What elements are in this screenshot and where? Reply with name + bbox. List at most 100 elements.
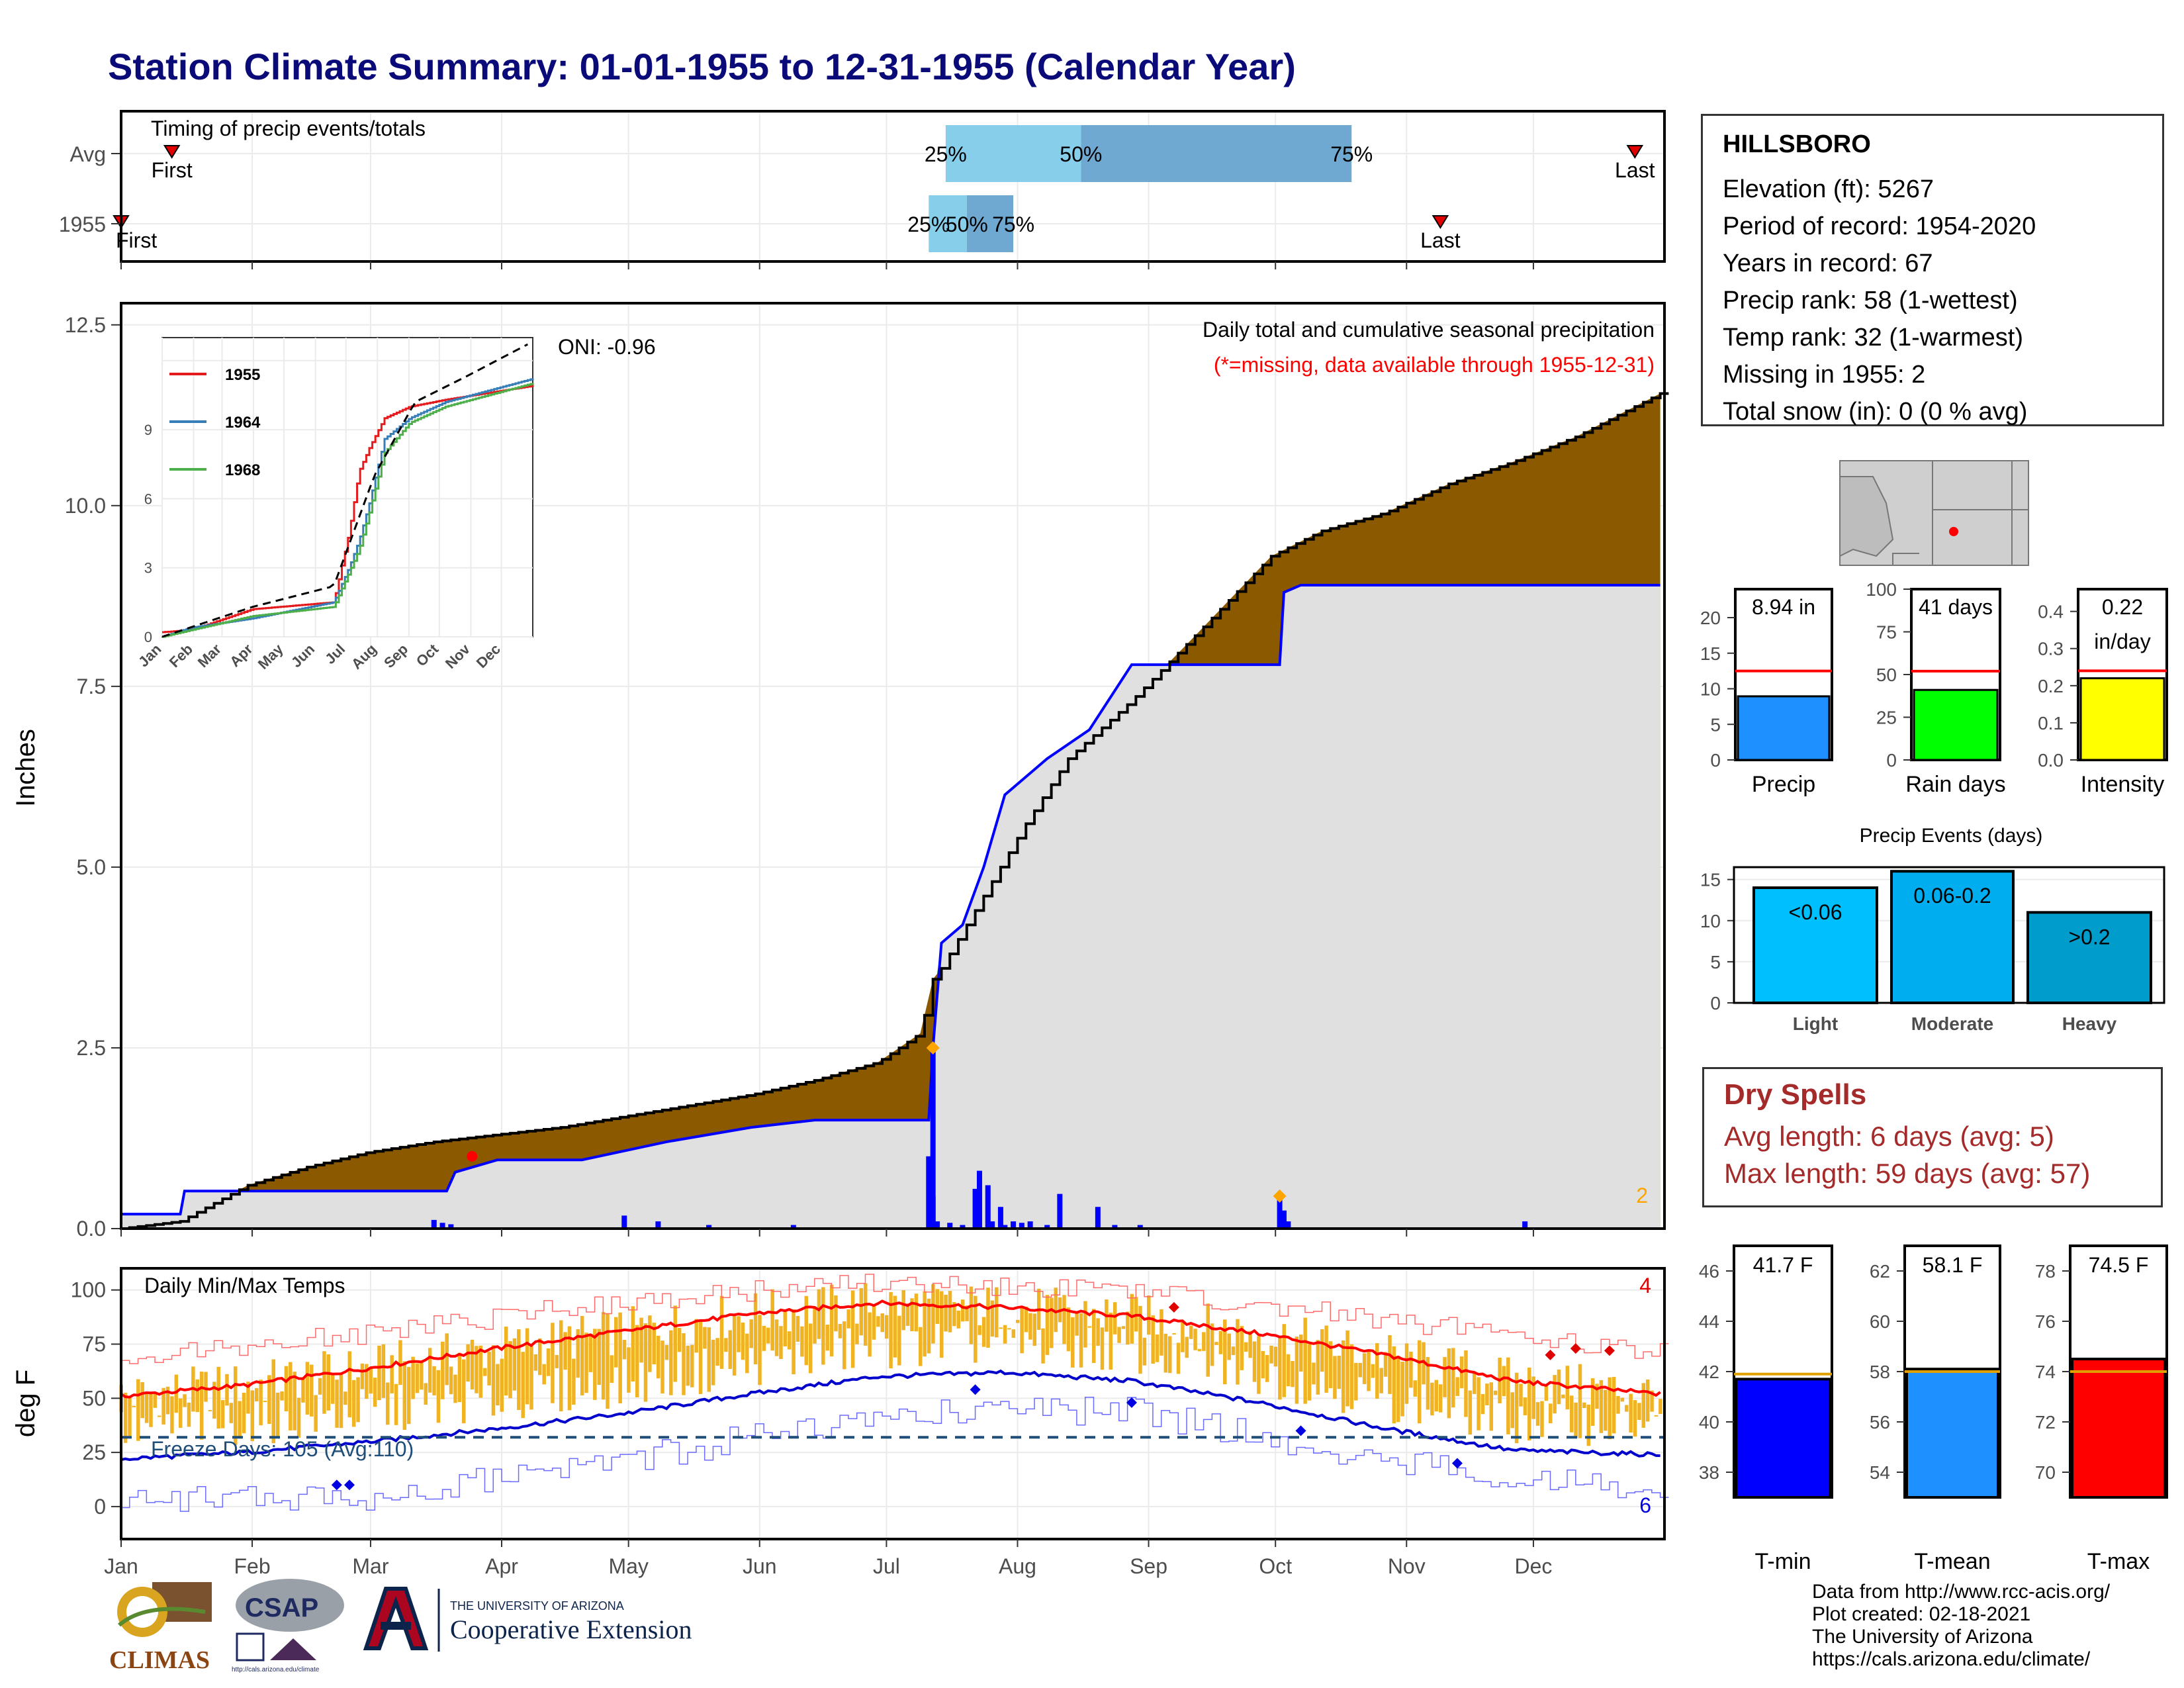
daily-precip-bar (1112, 1225, 1118, 1229)
temp-daily-bar (1629, 1393, 1633, 1433)
temp-daily-bar (960, 1299, 965, 1322)
temp-daily-bar (330, 1374, 335, 1404)
temp-daily-bar (859, 1288, 864, 1336)
month-label: Aug (999, 1554, 1036, 1578)
temp-daily-bar (1519, 1383, 1523, 1407)
temp-daily-bar (398, 1340, 402, 1385)
temp-daily-bar (927, 1298, 931, 1354)
events-ytick-label: 15 (1700, 870, 1721, 890)
summary-bar-intensity (2079, 677, 2165, 761)
events-bar (1752, 886, 1878, 1004)
temp-daily-bar (220, 1400, 225, 1429)
temp-daily-bar (517, 1329, 521, 1411)
summary-bar-label: Intensity (2081, 772, 2165, 797)
temp-bar-value-label: 58.1 F (1923, 1253, 1983, 1277)
missing-count: 2 (1636, 1184, 1648, 1207)
temp-daily-bar (296, 1397, 301, 1438)
temp-daily-bar (365, 1364, 369, 1399)
timing-first-label: First (152, 158, 193, 182)
temp-daily-bar (1138, 1305, 1142, 1374)
daily-precip-bar (1277, 1199, 1283, 1229)
summary-ytick-label: 10 (1700, 679, 1721, 700)
precip-ytick-label: 2.5 (77, 1036, 106, 1060)
temp-daily-bar (1645, 1379, 1650, 1422)
precip-frame (120, 302, 1666, 1230)
temp-daily-bar (1197, 1348, 1202, 1352)
temp-daily-bar (1050, 1297, 1054, 1348)
inset-series-line (162, 383, 534, 638)
temp-daily-bar (1227, 1333, 1231, 1360)
temp-daily-bar (441, 1341, 445, 1399)
temp-daily-bar (428, 1348, 432, 1393)
temp-daily-bar (271, 1359, 276, 1444)
temp-daily-bar (1371, 1364, 1375, 1378)
temp-daily-bar (931, 1284, 935, 1344)
record-min-marker (344, 1479, 355, 1491)
temp-daily-bar (724, 1338, 728, 1352)
temp-daily-bar (876, 1316, 880, 1327)
temp-daily-bar (1443, 1357, 1447, 1397)
precip-ytick-label: 12.5 (65, 313, 106, 337)
temp-daily-bar (1142, 1337, 1147, 1366)
temp-daily-bar (682, 1333, 686, 1395)
summary-ytick-label: 50 (1876, 665, 1897, 685)
temp-daily-bar (804, 1295, 809, 1366)
temp-daily-bar (1337, 1355, 1342, 1389)
temp-daily-bar (779, 1326, 783, 1359)
temp-bar-ytick-label: 54 (1870, 1462, 1890, 1483)
temp-daily-bar (1548, 1403, 1553, 1424)
precip-ytick-label: 10.0 (65, 494, 106, 518)
temp-daily-bar (694, 1319, 698, 1353)
temp-daily-bar (1578, 1364, 1582, 1438)
temp-daily-bar (897, 1315, 901, 1366)
temp-daily-bar (161, 1387, 165, 1425)
temp-daily-bar (1604, 1389, 1608, 1431)
temp-panel-label: Daily Min/Max Temps (144, 1274, 345, 1297)
temp-daily-bar (250, 1390, 255, 1442)
temp-daily-bar (1240, 1326, 1244, 1370)
daily-precip-bar (439, 1223, 445, 1229)
temp-bar-ytick-label: 40 (1699, 1412, 1719, 1432)
daily-precip-bar (926, 1156, 932, 1229)
temp-daily-bar (482, 1368, 487, 1376)
temp-daily-bar (491, 1345, 496, 1416)
temp-daily-bar (597, 1329, 601, 1385)
temp-daily-bar (293, 1372, 296, 1430)
temp-daily-bar (1455, 1377, 1459, 1396)
temp-daily-bar (1328, 1341, 1333, 1389)
temp-daily-bar (770, 1289, 774, 1351)
summary-ytick-label: 0.1 (2038, 713, 2064, 733)
temp-daily-bar (1113, 1302, 1117, 1335)
temp-daily-bar (1167, 1336, 1172, 1374)
temp-daily-bar (1278, 1337, 1282, 1400)
temp-daily-bar (1590, 1378, 1595, 1427)
temp-daily-bar (254, 1387, 259, 1402)
temp-daily-bar (1354, 1362, 1358, 1401)
temp-ytick-label: 0 (94, 1495, 106, 1519)
daily-precip-bar (655, 1221, 661, 1229)
temp-daily-bar (1291, 1360, 1295, 1387)
temp-daily-bar (1569, 1395, 1574, 1432)
summary-bars-panel: 0 5 10 15 20 8.94 in Precip 0 25 50 75 100 41 days Ra… (1700, 579, 2168, 797)
temp-daily-bar (420, 1362, 424, 1390)
temp-bar-ytick-label: 70 (2035, 1462, 2056, 1483)
temp-bar-ytick-label: 60 (1870, 1311, 1890, 1332)
missing-marker (1273, 1189, 1287, 1203)
temp-daily-bar (504, 1327, 508, 1396)
month-label: Jul (873, 1554, 900, 1578)
daily-precip-bar (1095, 1207, 1101, 1229)
temp-daily-bar (1189, 1325, 1193, 1339)
temp-ytick-label: 25 (82, 1440, 106, 1464)
inset-legend-label: 1955 (225, 366, 260, 384)
summary-ytick-label: 5 (1710, 714, 1721, 735)
inset-ytick-label: 3 (144, 560, 152, 577)
temp-bar-ytick-label: 74 (2035, 1362, 2056, 1382)
timing-first-marker (163, 145, 181, 159)
temp-daily-bar (267, 1375, 271, 1425)
temp-daily-bar (246, 1382, 250, 1414)
temp-daily-bar (715, 1338, 719, 1366)
location-map (1839, 460, 2029, 566)
summary-bar-raindays (1913, 688, 1999, 761)
temp-daily-bar (1472, 1372, 1477, 1394)
credit-line: Plot created: 02-18-2021 (1812, 1603, 2031, 1625)
